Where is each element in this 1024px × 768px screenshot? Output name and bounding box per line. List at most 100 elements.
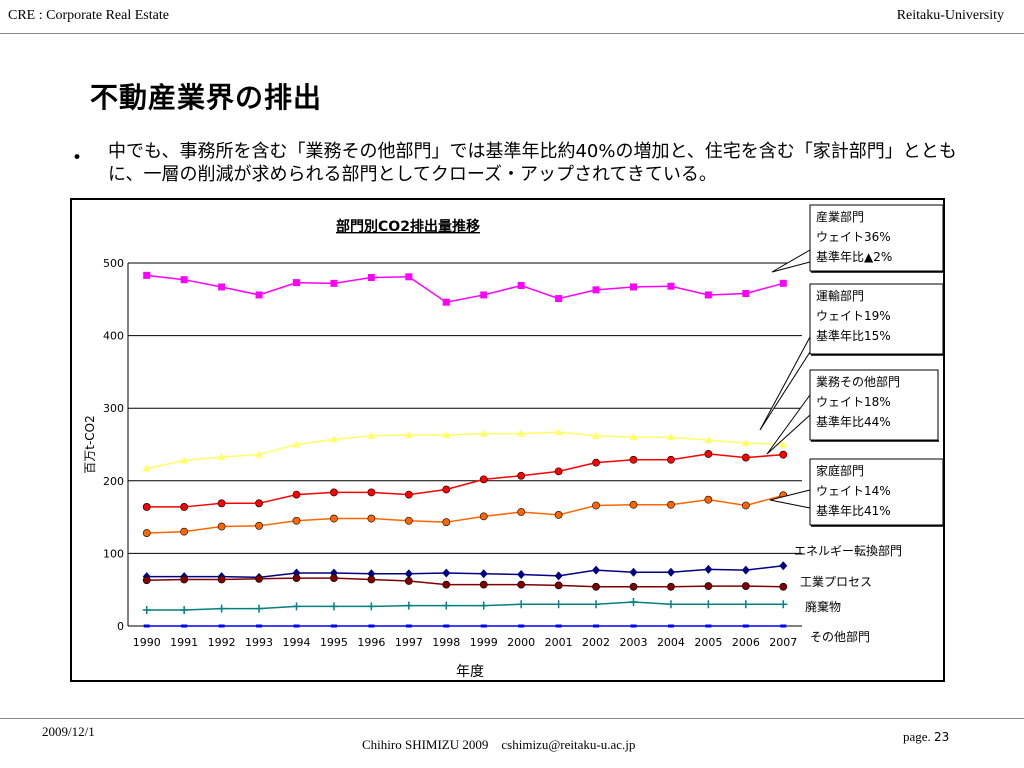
series-1-point <box>554 428 563 436</box>
x-tick-label: 2007 <box>769 636 797 649</box>
callout-box <box>809 369 939 441</box>
series-3-point <box>629 500 638 509</box>
x-axis-title: 年度 <box>456 664 484 680</box>
series-1-point <box>292 440 301 448</box>
series-2-point <box>517 471 526 480</box>
series-7-point <box>630 624 637 628</box>
x-tick-label: 1991 <box>170 636 198 649</box>
footer-page: page. 23 <box>903 729 949 745</box>
series-2-point <box>330 488 338 497</box>
series-1-point <box>666 433 675 441</box>
series-4-line <box>146 564 784 579</box>
y-tick-label: 500 <box>103 257 124 270</box>
x-tick-label: 1999 <box>470 636 498 649</box>
series-6-point <box>592 600 601 609</box>
series-1-point <box>779 440 788 448</box>
series-5-point <box>741 582 750 590</box>
x-tick-label: 1997 <box>395 636 423 649</box>
co2-emissions-chart: 部門別CO2排出量推移 0 100 200 300 400 500 1990 1991 1992 1… <box>83 204 943 680</box>
series-3-point <box>741 501 750 510</box>
series-5-point <box>330 574 338 582</box>
series-2-point <box>442 485 451 494</box>
y-axis-title: 百万t-CO2 <box>83 415 97 474</box>
series-2-point <box>367 488 376 497</box>
series-label: 廃棄物 <box>805 599 841 614</box>
series-3-point <box>142 529 151 537</box>
series-7-point <box>480 624 487 628</box>
series-6-point <box>255 604 264 613</box>
slide-title: 不動産業界の排出 <box>90 81 323 114</box>
series-3-point <box>330 514 338 523</box>
series-0-point <box>180 276 188 284</box>
series-4-point <box>367 569 376 579</box>
series-6-point <box>367 602 376 611</box>
series-0-point <box>330 279 338 287</box>
series-3-point <box>592 501 600 510</box>
series-2-point <box>292 490 301 499</box>
series-6-point <box>442 601 451 610</box>
callout-text: ウェイト18% <box>816 395 891 409</box>
series-0-point <box>592 286 600 294</box>
series-2-point <box>255 499 263 508</box>
series-4-point <box>404 569 413 579</box>
series-5-point <box>629 582 638 591</box>
series-label: 工業プロセス <box>800 575 872 589</box>
series-5-point <box>180 575 189 584</box>
series-4-point <box>592 565 601 575</box>
series-5-point <box>367 575 376 584</box>
series-7-point <box>742 624 749 628</box>
x-tick-label: 1993 <box>245 636 273 649</box>
series-1-point <box>629 433 638 441</box>
series-0-point <box>555 295 563 303</box>
series-1-point <box>442 431 451 439</box>
footer-author: Chihiro SHIMIZU 2009 cshimizu@reitaku-u.… <box>362 737 636 752</box>
series-2-point <box>779 450 788 459</box>
series-0-point <box>517 282 525 290</box>
x-tick-label: 2002 <box>582 636 610 649</box>
callout-text: ウェイト19% <box>816 309 891 323</box>
series-3-point <box>479 512 488 521</box>
series-4-point <box>517 569 526 579</box>
series-2-point <box>404 490 413 499</box>
callout-text: 基準年比▲2% <box>816 249 892 264</box>
series-3-point <box>217 522 226 531</box>
x-tick-label: 2004 <box>657 636 685 649</box>
series-6-line <box>146 601 784 611</box>
footer-divider <box>0 718 1024 719</box>
series-0-point <box>630 283 637 291</box>
series-6-point <box>666 600 675 609</box>
series-0-point <box>367 274 375 282</box>
series-label: その他部門 <box>810 629 870 644</box>
series-5-point <box>255 574 263 583</box>
callout-box <box>809 458 943 526</box>
callout-pointer <box>771 249 811 273</box>
callout-box <box>809 283 943 355</box>
footer-date: 2009/12/1 <box>42 724 95 739</box>
callout-pointer <box>769 489 811 509</box>
series-0-point <box>480 291 488 299</box>
series-5-point <box>667 582 675 591</box>
series-7-point <box>555 624 562 628</box>
series-4-point <box>704 564 713 574</box>
series-0-point <box>218 283 226 291</box>
series-0-point <box>442 298 450 306</box>
series-5-point <box>442 580 451 589</box>
series-5-point <box>292 574 301 582</box>
x-tick-label: 2003 <box>620 636 648 649</box>
series-2-point <box>592 458 600 467</box>
series-5-point <box>592 582 600 591</box>
series-0-point <box>143 271 151 279</box>
series-6-point <box>404 601 413 610</box>
series-6-point <box>142 606 151 615</box>
callout-text: 運輸部門 <box>816 288 864 303</box>
series-1-line <box>146 431 784 470</box>
series-0-point <box>293 279 300 287</box>
page-label: page. <box>903 729 931 744</box>
header-right: Reitaku-University <box>896 8 1004 23</box>
y-tick-label: 300 <box>103 402 124 415</box>
series-1-point <box>741 439 750 447</box>
series-2-point <box>142 503 151 511</box>
series-5-point <box>479 580 488 589</box>
header-left: CRE : Corporate Real Estate <box>8 8 169 23</box>
callout-text: 業務その他部門 <box>816 374 900 389</box>
